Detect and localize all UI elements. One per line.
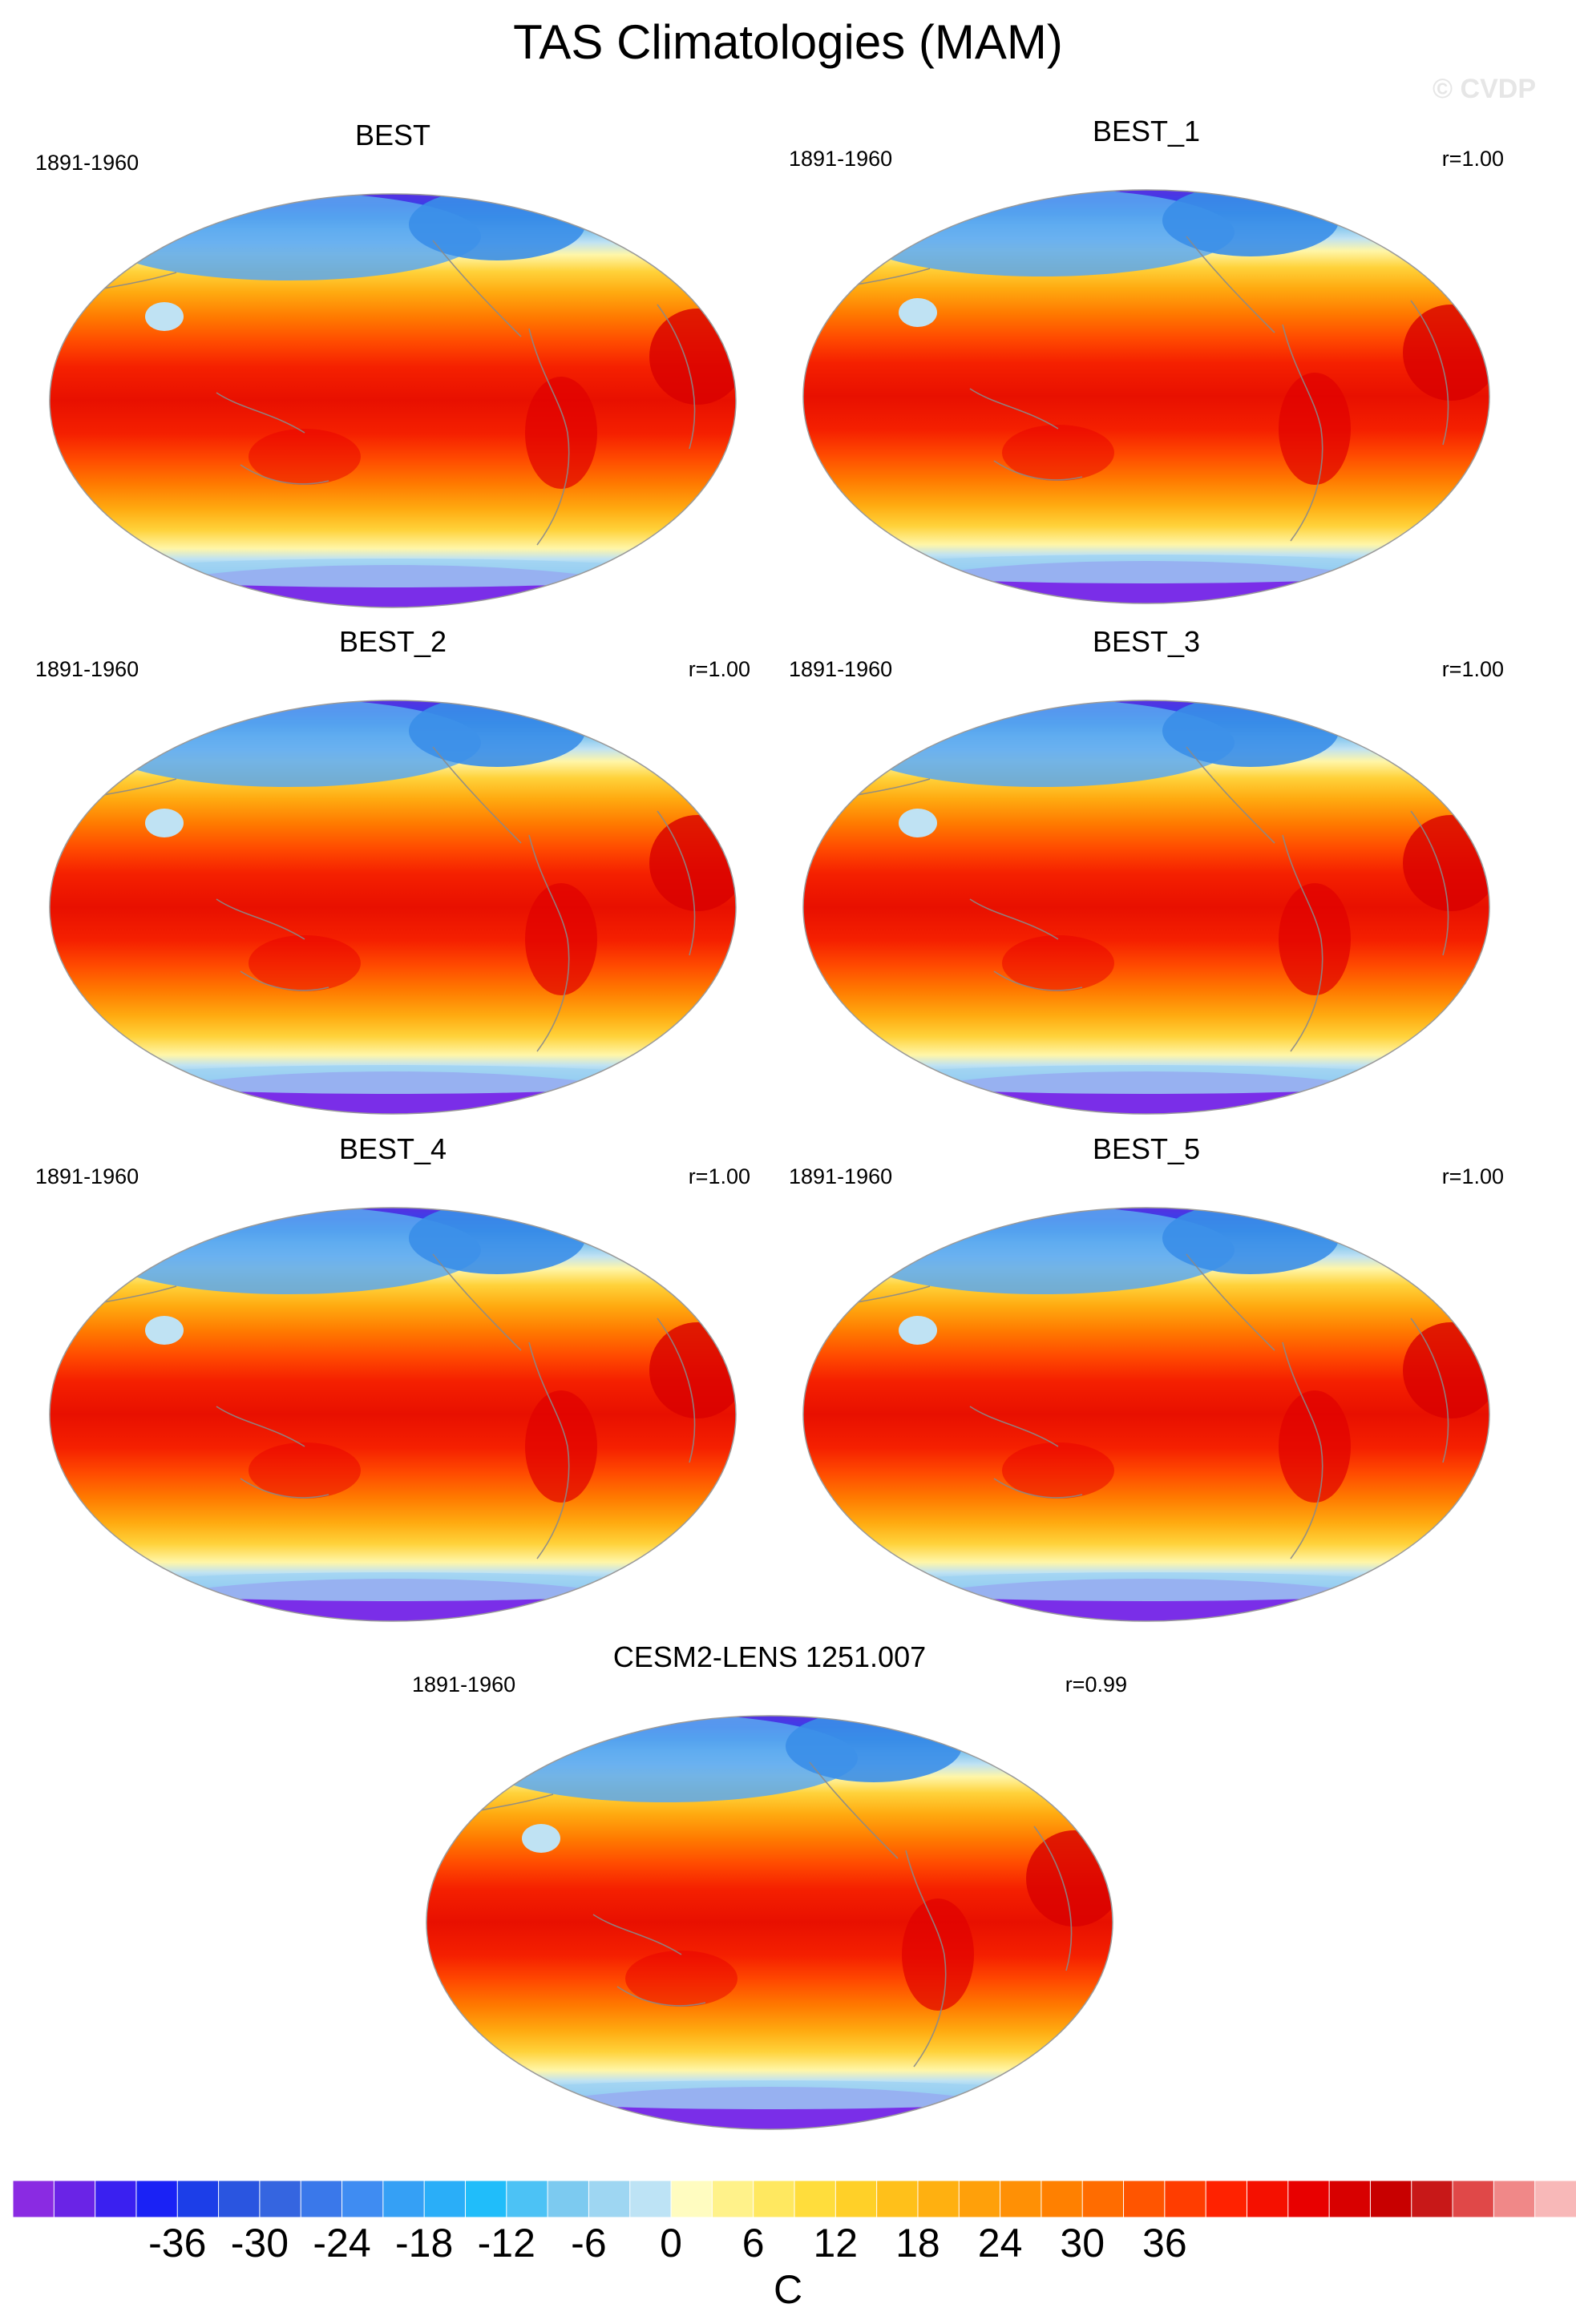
panel-correlation: r=1.00: [1441, 1164, 1504, 1188]
colorbar-swatch: [382, 2181, 426, 2217]
map-panel: BEST_3 1891-1960 r=1.00: [754, 625, 1539, 1122]
colorbar-swatch: [53, 2181, 96, 2217]
colorbar-swatch: [341, 2181, 384, 2217]
panel-period: 1891-1960: [789, 657, 893, 681]
robinson-map: [802, 1207, 1490, 1622]
colorbar-swatch: [300, 2181, 343, 2217]
colorbar-swatch: [1081, 2181, 1125, 2217]
colorbar-swatch: [1369, 2181, 1412, 2217]
colorbar-swatch: [876, 2181, 919, 2217]
panel-period: 1891-1960: [35, 151, 139, 175]
colorbar-swatch: [958, 2181, 1001, 2217]
colorbar-tick-label: 18: [895, 2221, 940, 2265]
map-panel: CESM2-LENS 1251.007 1891-1960 r=0.99: [377, 1640, 1162, 2137]
colorbar-tick-label: 6: [742, 2221, 765, 2265]
colorbar-tick-label: 12: [813, 2221, 859, 2265]
colorbar-swatch: [753, 2181, 796, 2217]
colorbar-swatch: [1164, 2181, 1207, 2217]
colorbar-swatch: [1452, 2181, 1495, 2217]
colorbar-swatch: [1493, 2181, 1536, 2217]
panel-title: BEST_3: [1092, 625, 1201, 658]
colorbar-swatch: [218, 2181, 261, 2217]
colorbar-tick-label: 30: [1060, 2221, 1105, 2265]
robinson-map: [802, 189, 1490, 604]
colorbar-swatch: [547, 2181, 590, 2217]
panel-title: BEST_4: [338, 1132, 447, 1165]
colorbar-swatch: [588, 2181, 631, 2217]
robinson-map: [802, 700, 1490, 1115]
colorbar-swatch: [95, 2181, 138, 2217]
panel-title: BEST_2: [338, 625, 447, 658]
panel-period: 1891-1960: [789, 147, 893, 171]
colorbar-swatch: [670, 2181, 713, 2217]
colorbar-tick-label: -12: [477, 2221, 535, 2265]
panel-period: 1891-1960: [412, 1672, 516, 1697]
colorbar-swatch: [13, 2181, 55, 2217]
panel-title: BEST_5: [1092, 1132, 1201, 1165]
panel-correlation: r=1.00: [1441, 657, 1504, 681]
panel-period: 1891-1960: [35, 1164, 139, 1188]
colorbar-swatch: [1000, 2181, 1042, 2217]
panel-correlation: r=1.00: [688, 1164, 750, 1188]
panel-correlation: r=1.00: [1441, 147, 1504, 171]
colorbar-swatch: [1041, 2181, 1084, 2217]
map-panel: BEST 1891-1960: [0, 119, 786, 615]
panel-title: BEST: [354, 119, 431, 151]
colorbar-swatch: [629, 2181, 673, 2217]
colorbar-swatch: [834, 2181, 878, 2217]
colorbar-swatch: [1411, 2181, 1454, 2217]
panel-period: 1891-1960: [35, 657, 139, 681]
colorbar-swatch: [506, 2181, 549, 2217]
colorbar-tick-label: -6: [571, 2221, 607, 2265]
colorbar-swatch: [176, 2181, 220, 2217]
colorbar-tick-label: -18: [395, 2221, 454, 2265]
colorbar-tick-label: -24: [313, 2221, 371, 2265]
panel-title: BEST_1: [1092, 115, 1201, 147]
map-panel: BEST_4 1891-1960 r=1.00: [0, 1132, 786, 1629]
map-panel: BEST_1 1891-1960 r=1.00: [754, 115, 1539, 611]
colorbar-tick-label: 36: [1142, 2221, 1187, 2265]
colorbar-swatch: [135, 2181, 179, 2217]
colorbar-swatch: [1205, 2181, 1248, 2217]
panel-period: 1891-1960: [789, 1164, 893, 1188]
colorbar-swatch: [917, 2181, 960, 2217]
colorbar-swatch: [794, 2181, 837, 2217]
colorbar-tick-label: -36: [148, 2221, 207, 2265]
colorbar-tick-label: -30: [230, 2221, 289, 2265]
colorbar-swatch: [423, 2181, 467, 2217]
panel-correlation: r=0.99: [1065, 1672, 1127, 1697]
colorbar-swatch: [1246, 2181, 1289, 2217]
copyright-watermark: © CVDP: [1433, 74, 1536, 104]
colorbar-swatch: [1534, 2181, 1576, 2217]
robinson-map: [49, 700, 737, 1115]
robinson-map: [426, 1715, 1113, 2130]
panel-title: CESM2-LENS 1251.007: [612, 1640, 927, 1673]
colorbar: [13, 2181, 1576, 2217]
colorbar-swatch: [1123, 2181, 1166, 2217]
colorbar-tick-label: 0: [660, 2221, 682, 2265]
colorbar-swatch: [1328, 2181, 1372, 2217]
colorbar-swatch: [464, 2181, 507, 2217]
colorbar-tick-labels: -36 -30 -24 -18 -12 -6 0 6 12 18 24 30 36: [13, 2220, 1576, 2268]
robinson-map: [49, 1207, 737, 1622]
colorbar-tick-label: 24: [977, 2221, 1023, 2265]
map-panel: BEST_2 1891-1960 r=1.00: [0, 625, 786, 1122]
colorbar-swatch: [1287, 2181, 1331, 2217]
colorbar-unit: C: [773, 2267, 803, 2312]
robinson-map: [49, 193, 737, 608]
colorbar-swatch: [259, 2181, 302, 2217]
panel-correlation: r=1.00: [688, 657, 750, 681]
figure-title: TAS Climatologies (MAM): [513, 15, 1063, 69]
colorbar-swatch: [711, 2181, 754, 2217]
map-panel: BEST_5 1891-1960 r=1.00: [754, 1132, 1539, 1629]
